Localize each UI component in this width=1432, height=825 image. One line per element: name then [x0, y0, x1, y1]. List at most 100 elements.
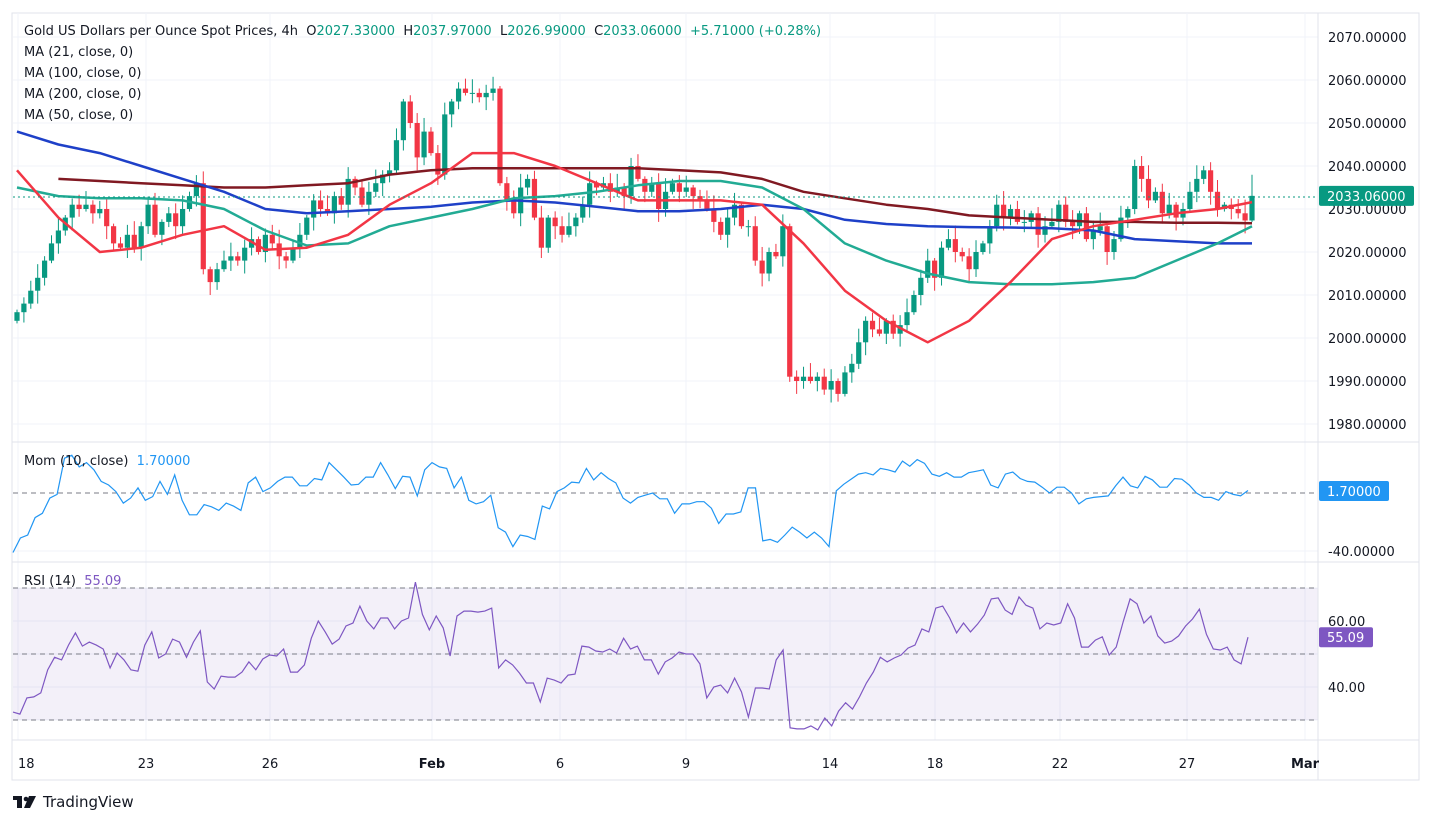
candle-down [1145, 165, 1152, 209]
candle-body [242, 247, 248, 261]
candle-body [200, 183, 206, 270]
candle-body [283, 256, 289, 261]
candle-body [110, 226, 117, 244]
candle-down [835, 378, 841, 402]
candle-body [469, 92, 475, 94]
candle-body [1145, 178, 1152, 201]
candle-down [890, 314, 896, 339]
candle-up [221, 250, 227, 272]
candle-body [587, 183, 593, 205]
candle-up [911, 290, 917, 315]
tradingview-brand[interactable]: TradingView [13, 793, 134, 811]
candle-body [697, 196, 703, 201]
legend-momentum[interactable]: Mom (10, close) 1.70000 [24, 454, 190, 469]
candle-body [393, 140, 400, 171]
candle-body [352, 178, 358, 188]
candle-body [173, 213, 179, 227]
candle-down [207, 266, 213, 295]
chart-frame [11, 12, 1420, 781]
legend-rsi[interactable]: RSI (14) 55.09 [24, 574, 121, 589]
candle-body [552, 217, 558, 227]
high-label: H [403, 24, 414, 39]
candle-body [428, 131, 434, 154]
candle-body [1097, 226, 1103, 231]
candle-body [945, 239, 952, 248]
time-tick-label: 18 [927, 757, 944, 772]
candle-body [545, 217, 551, 248]
candle-body [656, 183, 662, 209]
candle-body [159, 221, 165, 235]
candle-body [1042, 226, 1048, 235]
candle-body [504, 183, 510, 201]
candle-up [1132, 159, 1138, 215]
candle-down [497, 86, 503, 186]
candle-up [731, 192, 738, 226]
candle-body [380, 174, 386, 184]
legend-ma21[interactable]: MA (21, close, 0) [24, 45, 134, 60]
legend-ma200[interactable]: MA (200, close, 0) [24, 87, 142, 102]
candle-up [214, 262, 220, 290]
candle-body [497, 88, 503, 184]
candle-body [462, 88, 469, 93]
candle-body [1035, 213, 1041, 235]
candle-body [718, 221, 724, 235]
candle-body [414, 123, 420, 158]
candle-body [911, 295, 917, 313]
mom-tick-label: -40.00000 [1328, 545, 1395, 560]
candle-down [414, 113, 420, 171]
candle-down [110, 223, 117, 252]
candle-down [676, 175, 682, 203]
candle-body [55, 230, 61, 244]
candle-body [918, 277, 924, 295]
candle-body [966, 256, 972, 270]
legend-ma100[interactable]: MA (100, close, 0) [24, 66, 142, 81]
candle-up [945, 229, 952, 251]
candle-body [455, 88, 462, 102]
candle-body [28, 290, 34, 304]
close-value: 2033.06000 [603, 24, 682, 39]
candle-up [373, 169, 379, 197]
candle-body [959, 252, 965, 257]
time-tick-label: 23 [138, 757, 155, 772]
candle-body [711, 209, 717, 222]
candle-down [269, 224, 275, 249]
high-value: 2037.97000 [413, 24, 492, 39]
candle-body [490, 88, 496, 93]
price-tick-label: 2000.00000 [1328, 332, 1407, 347]
candle-down [1104, 221, 1110, 265]
candle-up [1249, 174, 1255, 222]
candle-down [1083, 207, 1090, 242]
indicator-lines [12, 454, 1249, 731]
candle-body [842, 372, 848, 394]
candle-down [359, 181, 365, 208]
candle-body [1007, 209, 1014, 218]
candle-body [386, 170, 393, 175]
candle-down [117, 237, 124, 251]
candle-up [683, 175, 689, 197]
axes[interactable]: 2070.00000 2060.00000 2050.00000 2040.00000… [18, 31, 1414, 772]
legend-ma50[interactable]: MA (50, close, 0) [24, 108, 134, 123]
candle-body [421, 131, 427, 158]
candle-body [690, 187, 696, 197]
candle-body [800, 376, 807, 381]
candle-body [738, 204, 745, 227]
candle-up [938, 241, 945, 286]
time-tick-label: Mar [1291, 757, 1320, 772]
candle-up [883, 318, 889, 345]
candle-up [442, 102, 448, 180]
candle-down [759, 246, 765, 287]
candle-up [449, 98, 455, 128]
rsi-tick-label: 60.00 [1328, 615, 1365, 630]
time-tick-label: 14 [822, 757, 839, 772]
candle-up [973, 240, 979, 277]
candle-body [821, 376, 827, 390]
candle-body [869, 320, 876, 330]
candle-body [248, 239, 255, 248]
candle-down [338, 187, 344, 210]
rsi-bands [13, 587, 1318, 721]
symbol-legend[interactable]: Gold US Dollars per Ounce Spot Prices, 4… [24, 24, 821, 39]
symbol-title: Gold US Dollars per Ounce Spot Prices, 4… [24, 24, 298, 39]
mom-value-tag-text: 1.70000 [1327, 485, 1381, 500]
rsi-value: 55.09 [84, 574, 122, 589]
